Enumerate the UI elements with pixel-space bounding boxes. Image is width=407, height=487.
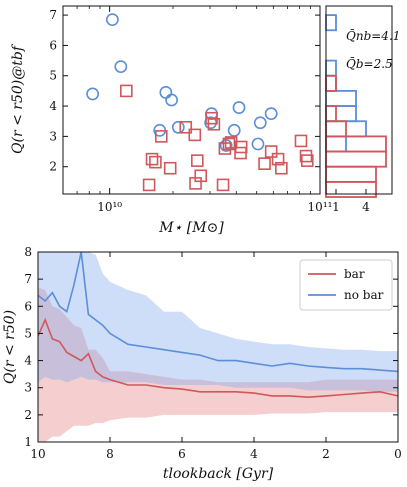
histogram-panel: 1 4 Q̄nb=4.1 Q̄b=2.5	[325, 5, 400, 214]
bar-hist-bin	[325, 150, 387, 168]
bar-point	[188, 128, 202, 142]
bar-point	[234, 140, 248, 154]
bar-point	[120, 84, 133, 98]
nobar-point	[264, 107, 278, 121]
bar-point	[190, 154, 204, 167]
legend: bar no bar	[299, 259, 393, 311]
scatter-frame	[62, 5, 321, 195]
y-tick-label: 2	[49, 160, 57, 174]
histogram-frame	[325, 5, 393, 195]
bar-hist-bin	[325, 165, 377, 183]
x-tick-label: 2	[322, 447, 330, 461]
nobar-point	[253, 116, 267, 130]
bar-point	[155, 130, 168, 143]
bar-point	[207, 117, 221, 131]
bar-point	[271, 152, 285, 166]
bar-point	[294, 134, 308, 148]
y-axis-label: Q(r < r50)	[2, 310, 18, 384]
y-tick-label: 1	[24, 435, 32, 449]
hist-x-tick-label: 1	[332, 200, 340, 214]
hist-x-tick-label: 4	[362, 200, 370, 214]
y-tick-label: 3	[24, 381, 32, 395]
nobar-hist-bin	[325, 135, 347, 153]
y-tick-label: 7	[24, 272, 32, 286]
bar-hist-bin	[325, 105, 337, 123]
nobar-point	[171, 120, 185, 134]
nobar-band	[38, 252, 398, 392]
bar-point	[194, 169, 208, 183]
nobar-point	[227, 123, 241, 137]
bar-point	[299, 149, 313, 163]
bar-point	[179, 120, 193, 134]
x-tick-label: 8	[106, 447, 114, 461]
y-tick-label: 3	[49, 129, 57, 143]
x-axis-label: tlookback [Gyr]	[163, 466, 274, 482]
bar-point	[222, 137, 236, 151]
bar-hist-bin	[325, 120, 347, 138]
y-tick-label: 6	[49, 38, 57, 52]
nobar-point	[232, 101, 246, 114]
nobar-point	[204, 116, 218, 130]
bar-point	[216, 178, 230, 192]
nobar-line	[38, 252, 398, 373]
nobar-point	[165, 93, 179, 107]
nobar-hist-bin	[325, 90, 357, 107]
y-tick-label: 7	[49, 8, 57, 22]
bar-band	[38, 287, 398, 442]
bar-point	[275, 161, 288, 175]
timeline-panel: 1 2 3 4 5 6 7 8 10 8 6 4 2 0 tlookback [Gyr] Q(r < r50)…	[2, 245, 402, 482]
x-tick-label: 0	[394, 447, 402, 461]
nobar-hist-bin	[325, 74, 337, 92]
bar-point	[258, 157, 271, 170]
legend-bar-label: bar	[344, 267, 365, 281]
bar-hist-bin	[325, 74, 337, 92]
y-axis-label: Q(r < r50)@tbf	[10, 43, 26, 154]
bar-mean-label: Q̄b=2.5	[346, 56, 393, 71]
x-tick-label: 10¹¹	[308, 200, 333, 214]
bar-point	[145, 152, 159, 166]
nobar-point	[114, 60, 128, 74]
nobar-point	[159, 86, 173, 99]
nobar-point	[251, 137, 265, 151]
legend-nobar-label: no bar	[344, 288, 384, 302]
nobar-hist-bin	[325, 14, 337, 32]
bar-point	[142, 178, 156, 192]
bar-point	[264, 145, 278, 158]
bar-hist-bin	[325, 180, 377, 198]
bar-point	[300, 154, 314, 167]
y-tick-label: 2	[24, 408, 32, 422]
nobar-point	[105, 13, 119, 27]
y-tick-label: 6	[24, 299, 32, 313]
timeline-frame	[37, 251, 399, 443]
x-tick-label: 6	[178, 447, 186, 461]
bar-line	[38, 317, 398, 399]
bar-point	[163, 161, 177, 175]
nobar-point	[86, 87, 100, 101]
bar-point	[224, 136, 238, 149]
y-tick-label: 4	[49, 99, 57, 113]
bar-hist-bin	[325, 135, 387, 153]
nobar-hist-bin	[325, 105, 357, 123]
x-tick-label: 4	[250, 447, 258, 461]
nobar-mean-label: Q̄nb=4.1	[346, 28, 400, 43]
scatter-panel: 2 3 4 5 6 7 10¹⁰ 10¹¹ M⋆ [M⊙] Q(r < r50)@tbf	[10, 5, 333, 236]
x-axis-label: M⋆ [M⊙]	[158, 220, 224, 236]
nobar-hist-bin	[325, 59, 337, 77]
y-tick-label: 5	[49, 69, 57, 83]
bar-point	[149, 155, 162, 169]
y-tick-label: 8	[24, 245, 32, 259]
y-tick-label: 5	[24, 326, 32, 340]
legend-box	[299, 259, 393, 311]
y-tick-label: 4	[24, 354, 32, 368]
x-tick-label: 10¹⁰	[97, 200, 122, 214]
x-tick-label: 10	[30, 447, 45, 461]
